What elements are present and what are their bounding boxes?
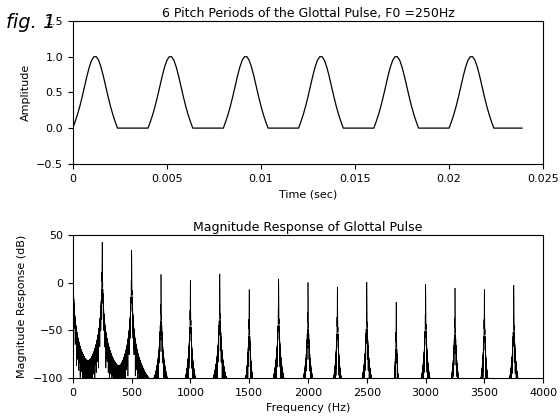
X-axis label: Frequency (Hz): Frequency (Hz) — [266, 403, 350, 413]
X-axis label: Time (sec): Time (sec) — [279, 189, 337, 199]
Text: fig. 1: fig. 1 — [6, 13, 55, 32]
Title: 6 Pitch Periods of the Glottal Pulse, F0 =250Hz: 6 Pitch Periods of the Glottal Pulse, F0… — [162, 7, 454, 20]
Title: Magnitude Response of Glottal Pulse: Magnitude Response of Glottal Pulse — [193, 221, 423, 234]
Y-axis label: Amplitude: Amplitude — [21, 64, 31, 121]
Y-axis label: Magnitude Response (dB): Magnitude Response (dB) — [17, 235, 27, 378]
